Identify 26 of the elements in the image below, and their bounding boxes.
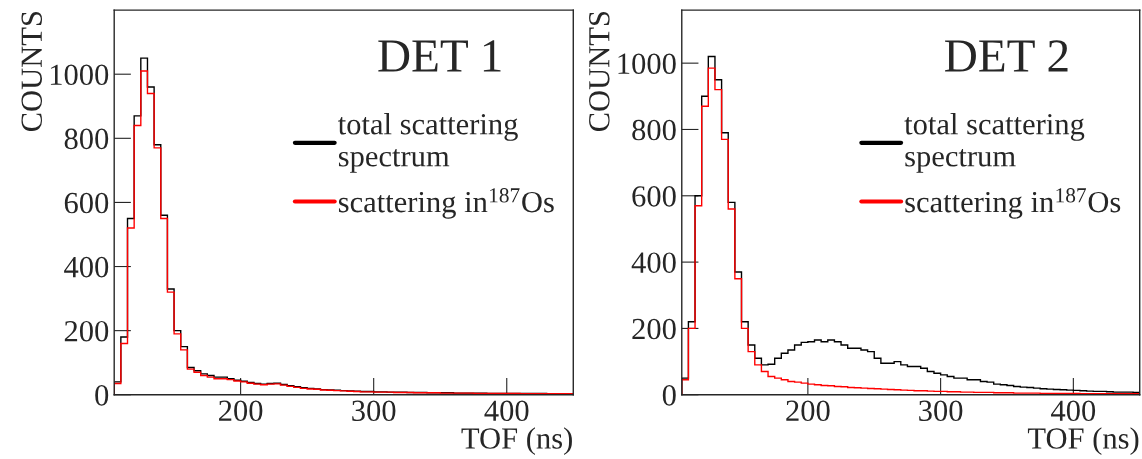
y-tick-label: 400 (631, 252, 676, 274)
x-tick-label: 300 (352, 400, 396, 422)
y-tick-label: 0 (95, 385, 109, 406)
chart-title: DET 1 (378, 40, 501, 72)
y-tick-label: 600 (64, 192, 109, 214)
legend-label: scattering in$^{187}$Os (338, 188, 554, 219)
y-tick-label: 1000 (50, 64, 109, 86)
y-tick-label: 800 (64, 128, 109, 150)
y-axis-title: COUNTS (589, 11, 610, 132)
x-axis-title: TOF (ns) (461, 427, 572, 456)
x-tick-label: 200 (219, 400, 263, 422)
chart-title: DET 2 (945, 40, 1068, 72)
x-tick-label: 400 (484, 400, 529, 422)
legend-label: scattering in$^{187}$Os (905, 188, 1121, 219)
x-tick-label: 200 (786, 400, 830, 422)
x-axis-title: TOF (ns) (1027, 427, 1139, 456)
y-tick-label: 600 (632, 186, 676, 207)
y-tick-label: 0 (662, 385, 676, 406)
x-tick-label: 300 (919, 400, 963, 422)
y-tick-label: 200 (632, 318, 676, 340)
y-tick-label: 200 (64, 320, 109, 342)
y-tick-label: 800 (632, 119, 676, 141)
y-tick-label: 1000 (618, 53, 676, 75)
y-axis-title: COUNTS (21, 11, 43, 132)
y-tick-label: 400 (64, 256, 109, 278)
x-tick-label: 400 (1051, 400, 1096, 422)
